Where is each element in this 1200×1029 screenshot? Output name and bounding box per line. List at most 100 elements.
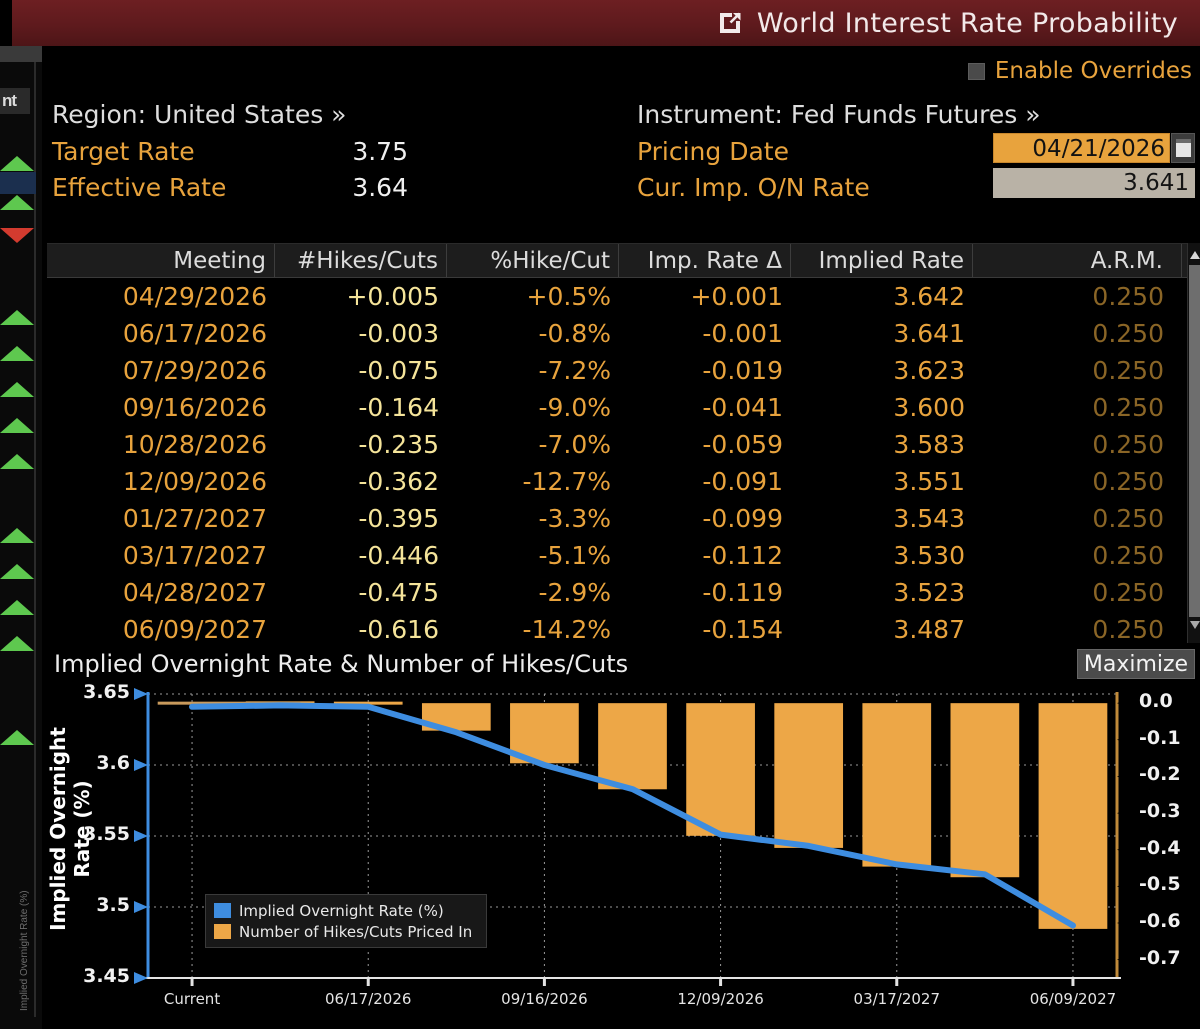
enable-overrides-row[interactable]: Enable Overrides bbox=[967, 58, 1192, 84]
y2-axis-tick-label: -0.3 bbox=[1139, 800, 1181, 823]
table-cell-arm: 0.250 bbox=[1092, 430, 1164, 459]
up-arrow-icon bbox=[0, 156, 34, 171]
scrollbar-thumb[interactable] bbox=[1189, 265, 1200, 617]
y2-axis-tick-label: -0.7 bbox=[1139, 946, 1181, 969]
table-cell-meeting: 12/09/2026 bbox=[122, 467, 267, 496]
up-arrow-icon bbox=[0, 730, 34, 745]
table-cell-implied: 3.523 bbox=[893, 578, 965, 607]
table-cell-imp-delta: -0.091 bbox=[702, 467, 783, 496]
table-row[interactable]: 09/16/2026 -0.164 -9.0% -0.041 3.600 0.250 bbox=[47, 389, 1200, 426]
table-row[interactable]: 03/17/2027 -0.446 -5.1% -0.112 3.530 0.250 bbox=[47, 537, 1200, 574]
table-body: 04/29/2026 +0.005 +0.5% +0.001 3.642 0.250 06/… bbox=[47, 278, 1200, 643]
x-axis-tick-label: 06/09/2027 bbox=[1029, 990, 1117, 1008]
cur-imp-on-rate-label: Cur. Imp. O/N Rate bbox=[637, 173, 870, 202]
table-row[interactable]: 06/09/2027 -0.616 -14.2% -0.154 3.487 0.250 bbox=[47, 611, 1200, 643]
table-cell-arm: 0.250 bbox=[1092, 393, 1164, 422]
target-rate-label: Target Rate bbox=[52, 137, 195, 166]
table-cell-hikes: -0.075 bbox=[358, 356, 439, 385]
table-cell-arm: 0.250 bbox=[1092, 467, 1164, 496]
x-axis-tick-label: 06/17/2026 bbox=[324, 990, 412, 1008]
table-cell-meeting: 03/17/2027 bbox=[122, 541, 267, 570]
legend-label: Number of Hikes/Cuts Priced In bbox=[239, 922, 473, 941]
y2-axis-tick-label: -0.5 bbox=[1139, 873, 1181, 896]
scroll-down-arrow-icon[interactable] bbox=[1190, 621, 1200, 629]
y2-axis-tick-label: -0.1 bbox=[1139, 726, 1181, 749]
cur-imp-on-rate-value: 3.641 bbox=[993, 168, 1195, 198]
chart-plot bbox=[134, 688, 1133, 986]
table-column-header[interactable]: Meeting bbox=[47, 244, 275, 277]
table-scrollbar[interactable] bbox=[1187, 243, 1200, 643]
instrument-selector[interactable]: Instrument: Fed Funds Futures » bbox=[637, 100, 1041, 129]
enable-overrides-label: Enable Overrides bbox=[994, 58, 1192, 84]
table-cell-hikes: -0.395 bbox=[358, 504, 439, 533]
table-cell-pct: +0.5% bbox=[526, 282, 611, 311]
left-side-panel: Implied Overnight Rate (%) nt bbox=[0, 46, 42, 1029]
table-cell-pct: -0.8% bbox=[538, 319, 611, 348]
table-cell-meeting: 04/28/2027 bbox=[122, 578, 267, 607]
up-arrow-icon bbox=[0, 418, 34, 433]
up-arrow-icon bbox=[0, 600, 34, 615]
table-column-header[interactable]: A.R.M. bbox=[973, 244, 1182, 277]
table-cell-pct: -5.1% bbox=[538, 541, 611, 570]
table-cell-imp-delta: -0.001 bbox=[702, 319, 783, 348]
table-cell-pct: -7.0% bbox=[538, 430, 611, 459]
enable-overrides-checkbox[interactable] bbox=[967, 62, 985, 80]
table-cell-hikes: +0.005 bbox=[346, 282, 439, 311]
legend-item: Number of Hikes/Cuts Priced In bbox=[214, 921, 478, 942]
meetings-table: Meeting #Hikes/Cuts %Hike/Cut Imp. Rate Δ Im… bbox=[47, 243, 1200, 643]
chart-legend: Implied Overnight Rate (%) Number of Hik… bbox=[205, 894, 487, 948]
left-panel-axis-label: Implied Overnight Rate (%) bbox=[19, 890, 30, 1011]
pricing-date-input[interactable]: 04/21/2026 bbox=[993, 133, 1170, 163]
table-cell-meeting: 09/16/2026 bbox=[122, 393, 267, 422]
scroll-up-arrow-icon[interactable] bbox=[1190, 251, 1200, 259]
external-link-icon[interactable] bbox=[717, 10, 743, 36]
left-panel-body: Implied Overnight Rate (%) bbox=[0, 62, 36, 1017]
up-arrow-icon bbox=[0, 195, 34, 210]
titlebar-notch bbox=[0, 0, 12, 46]
calendar-icon[interactable] bbox=[1171, 133, 1195, 163]
x-axis-tick-label: 03/17/2027 bbox=[853, 990, 940, 1008]
table-column-header[interactable]: #Hikes/Cuts bbox=[275, 244, 447, 277]
table-row[interactable]: 07/29/2026 -0.075 -7.2% -0.019 3.623 0.250 bbox=[47, 352, 1200, 389]
chart-title: Implied Overnight Rate & Number of Hikes… bbox=[54, 650, 629, 678]
table-cell-pct: -12.7% bbox=[522, 467, 611, 496]
table-cell-hikes: -0.164 bbox=[358, 393, 439, 422]
table-cell-arm: 0.250 bbox=[1092, 504, 1164, 533]
up-arrow-icon bbox=[0, 564, 34, 579]
table-column-header[interactable]: Implied Rate bbox=[791, 244, 973, 277]
x-axis-tick-label: 09/16/2026 bbox=[501, 990, 588, 1008]
table-cell-implied: 3.600 bbox=[893, 393, 965, 422]
table-cell-meeting: 10/28/2026 bbox=[122, 430, 267, 459]
table-cell-pct: -14.2% bbox=[522, 615, 611, 643]
table-cell-meeting: 06/17/2026 bbox=[122, 319, 267, 348]
table-cell-hikes: -0.616 bbox=[358, 615, 439, 643]
table-column-header[interactable]: %Hike/Cut bbox=[447, 244, 619, 277]
table-row[interactable]: 10/28/2026 -0.235 -7.0% -0.059 3.583 0.250 bbox=[47, 426, 1200, 463]
legend-item: Implied Overnight Rate (%) bbox=[214, 900, 478, 921]
table-cell-imp-delta: -0.099 bbox=[702, 504, 783, 533]
region-selector[interactable]: Region: United States » bbox=[52, 100, 347, 129]
table-cell-hikes: -0.235 bbox=[358, 430, 439, 459]
table-cell-imp-delta: -0.154 bbox=[702, 615, 783, 643]
pricing-date-label: Pricing Date bbox=[637, 137, 789, 166]
table-row[interactable]: 12/09/2026 -0.362 -12.7% -0.091 3.551 0.250 bbox=[47, 463, 1200, 500]
table-row[interactable]: 04/28/2027 -0.475 -2.9% -0.119 3.523 0.250 bbox=[47, 574, 1200, 611]
table-column-header[interactable]: Imp. Rate Δ bbox=[619, 244, 791, 277]
table-row[interactable]: 04/29/2026 +0.005 +0.5% +0.001 3.642 0.250 bbox=[47, 278, 1200, 315]
table-row[interactable]: 01/27/2027 -0.395 -3.3% -0.099 3.543 0.250 bbox=[47, 500, 1200, 537]
table-row[interactable]: 06/17/2026 -0.003 -0.8% -0.001 3.641 0.250 bbox=[47, 315, 1200, 352]
maximize-button[interactable]: Maximize bbox=[1077, 649, 1195, 679]
table-cell-pct: -3.3% bbox=[538, 504, 611, 533]
target-rate-value: 3.75 bbox=[352, 137, 408, 166]
up-arrow-icon bbox=[0, 382, 34, 397]
up-arrow-icon bbox=[0, 310, 34, 325]
y-axis-tick-label: 3.65 bbox=[83, 681, 130, 703]
table-cell-implied: 3.583 bbox=[893, 430, 965, 459]
y-axis-tick-label: 3.55 bbox=[83, 823, 130, 845]
table-cell-arm: 0.250 bbox=[1092, 319, 1164, 348]
table-cell-arm: 0.250 bbox=[1092, 615, 1164, 643]
y-axis-tick-label: 3.6 bbox=[96, 752, 130, 774]
y2-axis-tick-label: -0.4 bbox=[1139, 836, 1181, 859]
left-panel-tab[interactable]: nt bbox=[0, 88, 30, 114]
y-axis-tick-label: 3.45 bbox=[83, 965, 130, 987]
